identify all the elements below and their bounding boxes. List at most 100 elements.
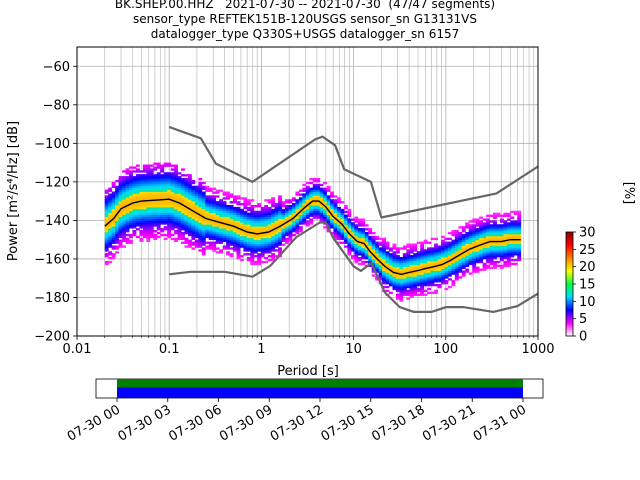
heatmap-cell <box>135 222 140 225</box>
heatmap-cell <box>149 187 154 190</box>
heatmap-cell <box>194 199 199 202</box>
heatmap-cell <box>184 181 189 185</box>
heatmap-cell <box>499 226 504 229</box>
heatmap-cell <box>257 222 262 225</box>
heatmap-cell <box>194 220 199 223</box>
heatmap-cell <box>219 231 224 235</box>
heatmap-cell <box>281 228 286 231</box>
heatmap-cell <box>208 208 213 212</box>
heatmap-cell <box>451 251 456 254</box>
heatmap-cell <box>461 233 466 237</box>
heatmap-cell <box>260 218 265 221</box>
heatmap-cell <box>260 220 265 223</box>
heatmap-cell <box>337 199 341 202</box>
heatmap-cell <box>264 243 269 246</box>
heatmap-cell <box>215 201 220 204</box>
heatmap-cell <box>382 260 386 264</box>
heatmap-cell <box>118 210 123 214</box>
heatmap-cell <box>139 220 144 223</box>
heatmap-cell <box>395 280 400 283</box>
heatmap-cell <box>413 266 418 269</box>
heatmap-cell <box>181 204 185 208</box>
heatmap-cell <box>226 204 230 208</box>
heatmap-cell <box>201 220 206 223</box>
heatmap-cell <box>510 245 515 248</box>
heatmap-cell <box>392 268 397 271</box>
heatmap-cell <box>264 235 269 239</box>
heatmap-cell <box>510 226 515 229</box>
heatmap-cell <box>129 189 133 192</box>
heatmap-cell <box>104 255 109 258</box>
heatmap-cell <box>122 230 126 233</box>
heatmap-cell <box>236 195 241 198</box>
heatmap-cell <box>278 241 282 244</box>
heatmap-cell <box>309 181 314 185</box>
heatmap-cell <box>326 222 331 225</box>
heatmap-cell <box>416 255 421 258</box>
heatmap-cell <box>226 214 230 217</box>
heatmap-cell <box>226 195 230 198</box>
heatmap-cell <box>163 174 168 177</box>
heatmap-cell <box>257 241 262 244</box>
heatmap-cell <box>239 255 244 258</box>
heatmap-cell <box>115 235 120 239</box>
heatmap-cell <box>278 249 282 252</box>
heatmap-cell <box>233 210 237 214</box>
heatmap-cell <box>482 251 487 254</box>
heatmap-cell <box>163 212 168 216</box>
heatmap-cell <box>142 166 147 169</box>
heatmap-cell <box>354 231 359 235</box>
psd-heatmap <box>104 162 522 302</box>
heatmap-cell <box>167 174 172 177</box>
heatmap-cell <box>118 218 123 221</box>
heatmap-cell <box>479 258 484 262</box>
heatmap-cell <box>243 226 248 229</box>
heatmap-cell <box>139 170 144 173</box>
heatmap-cell <box>187 199 192 202</box>
heatmap-cell <box>309 210 314 214</box>
heatmap-cell <box>201 214 206 217</box>
heatmap-cell <box>187 241 192 244</box>
heatmap-cell <box>340 220 345 223</box>
heatmap-cell <box>454 243 459 246</box>
heatmap-cell <box>350 222 355 225</box>
heatmap-cell <box>177 204 182 208</box>
heatmap-cell <box>125 239 130 242</box>
heatmap-cell <box>229 210 234 214</box>
heatmap-cell <box>447 247 452 250</box>
heatmap-cell <box>153 178 158 181</box>
heatmap-cell <box>257 210 262 214</box>
heatmap-cell <box>389 276 393 279</box>
heatmap-cell <box>115 224 120 227</box>
heatmap-cell <box>510 253 515 256</box>
heatmap-cell <box>420 262 425 266</box>
heatmap-cell <box>392 243 397 246</box>
heatmap-cell <box>146 197 151 200</box>
heatmap-cell <box>149 179 154 183</box>
heatmap-cell <box>465 268 470 271</box>
heatmap-cell <box>309 206 314 210</box>
heatmap-cell <box>326 210 331 214</box>
heatmap-cell <box>427 274 432 277</box>
heatmap-cell <box>461 253 466 256</box>
heatmap-cell <box>413 289 418 293</box>
heatmap-cell <box>316 193 321 196</box>
heatmap-cell <box>108 231 113 235</box>
heatmap-cell <box>135 214 140 217</box>
heatmap-cell <box>198 203 203 206</box>
heatmap-cell <box>142 214 147 217</box>
heatmap-cell <box>215 235 220 239</box>
heatmap-cell <box>212 216 217 219</box>
heatmap-cell <box>264 218 269 221</box>
heatmap-cell <box>267 199 272 202</box>
heatmap-cell <box>326 206 331 210</box>
heatmap-cell <box>260 251 265 254</box>
heatmap-cell <box>174 183 178 187</box>
heatmap-cell <box>132 181 137 185</box>
heatmap-cell <box>486 253 490 256</box>
heatmap-cell <box>246 220 251 223</box>
heatmap-cell <box>187 233 192 237</box>
heatmap-cell <box>347 222 352 225</box>
heatmap-cell <box>298 206 303 210</box>
heatmap-cell <box>243 228 248 231</box>
